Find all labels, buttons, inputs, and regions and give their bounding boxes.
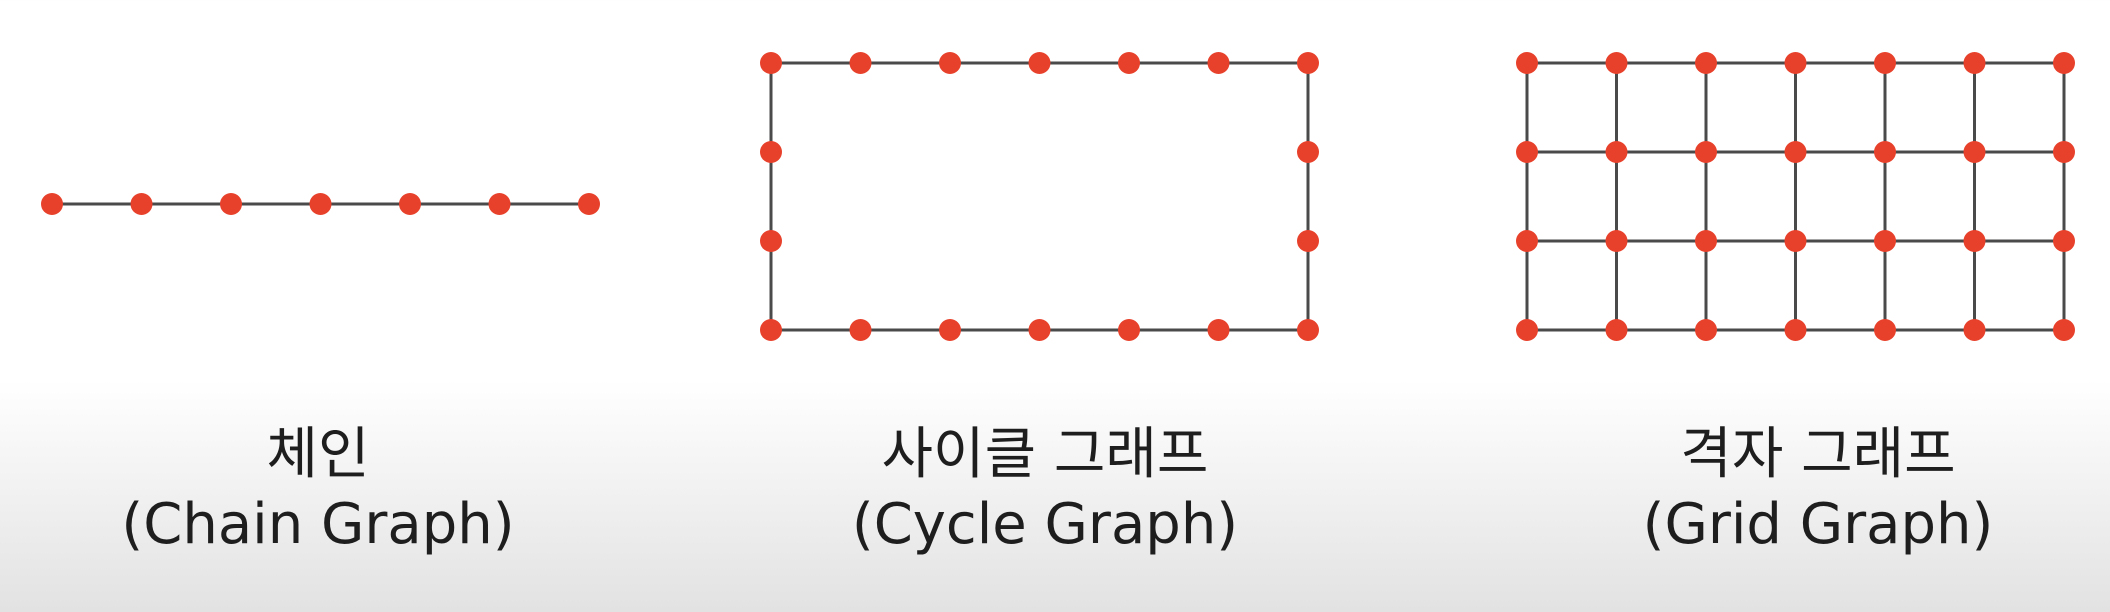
chain-node (488, 193, 511, 215)
grid-node (1605, 52, 1628, 74)
cycle-node (1028, 319, 1051, 341)
cycle-node (1297, 141, 1319, 163)
chain-node (309, 193, 332, 215)
grid-node (1516, 141, 1538, 163)
grid-node (1605, 319, 1628, 341)
chain-graph (41, 193, 600, 215)
chain-node (41, 193, 63, 215)
cycle-node (1297, 319, 1319, 341)
grid-node (1695, 230, 1717, 252)
chain-title-en: (Chain Graph) (121, 492, 515, 557)
grid-node (2053, 141, 2075, 163)
cycle-caption: 사이클 그래프 (Cycle Graph) (745, 420, 1345, 560)
cycle-node (939, 52, 961, 74)
cycle-node (1207, 52, 1230, 74)
cycle-node (1118, 319, 1140, 341)
grid-node (1874, 52, 1896, 74)
grid-node (1963, 319, 1986, 341)
chain-title-ko: 체인 (266, 422, 370, 487)
cycle-node (849, 319, 872, 341)
cycle-node (760, 230, 782, 252)
grid-node (1695, 319, 1717, 341)
cycle-title-ko: 사이클 그래프 (881, 422, 1209, 487)
grid-node (2053, 52, 2075, 74)
grid-graph (1516, 52, 2075, 341)
grid-title-en: (Grid Graph) (1642, 492, 1994, 557)
cycle-node (1297, 52, 1319, 74)
grid-node (1784, 319, 1807, 341)
grid-node (1874, 230, 1896, 252)
cycle-node (760, 141, 782, 163)
grid-node (1695, 52, 1717, 74)
grid-node (2053, 230, 2075, 252)
grid-node (1605, 230, 1628, 252)
cycle-node (1028, 52, 1051, 74)
cycle-node (1207, 319, 1230, 341)
cycle-node (760, 52, 782, 74)
chain-node (578, 193, 600, 215)
grid-node (1874, 319, 1896, 341)
grid-node (1516, 319, 1538, 341)
grid-node (1516, 230, 1538, 252)
grid-node (1605, 141, 1628, 163)
grid-node (1784, 141, 1807, 163)
grid-node (1784, 230, 1807, 252)
grid-node (1695, 141, 1717, 163)
cycle-node (760, 319, 782, 341)
cycle-node (939, 319, 961, 341)
grid-node (1963, 230, 1986, 252)
chain-node (220, 193, 242, 215)
grid-title-ko: 격자 그래프 (1680, 422, 1956, 487)
chain-node (399, 193, 421, 215)
cycle-node (1297, 230, 1319, 252)
chain-caption: 체인 (Chain Graph) (18, 420, 618, 560)
cycle-node (1118, 52, 1140, 74)
chain-node (130, 193, 153, 215)
cycle-graph (760, 52, 1319, 341)
grid-node (2053, 319, 2075, 341)
cycle-title-en: (Cycle Graph) (851, 492, 1239, 557)
grid-caption: 격자 그래프 (Grid Graph) (1518, 420, 2110, 560)
grid-node (1874, 141, 1896, 163)
grid-node (1516, 52, 1538, 74)
grid-node (1784, 52, 1807, 74)
grid-node (1963, 141, 1986, 163)
grid-node (1963, 52, 1986, 74)
cycle-node (849, 52, 872, 74)
